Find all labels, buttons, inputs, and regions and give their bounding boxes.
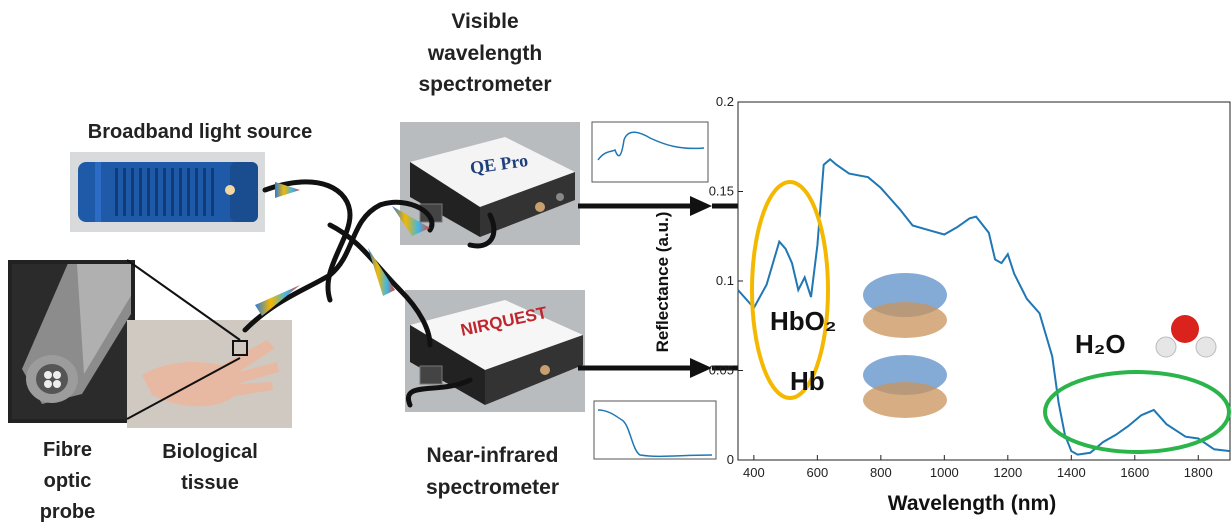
light-source-photo [70, 152, 265, 232]
hb-annotation: Hb [790, 366, 825, 396]
y-tick-label: 0.05 [709, 363, 734, 378]
chart-frame [737, 101, 1231, 461]
probe-label: Fibre optic probe [39, 439, 96, 523]
y-tick-label: 0.2 [716, 94, 734, 109]
tissue-label: Biological tissue [162, 441, 258, 494]
h2o-annotation: H₂O [1075, 329, 1126, 359]
x-axis-label: Wavelength (nm) [888, 492, 1056, 515]
x-tick-label: 600 [807, 465, 829, 480]
fiber-visible-out [467, 212, 497, 249]
light-source-device [78, 162, 258, 222]
visible-spectrometer-label: Visible wavelength spectrometer [418, 10, 552, 96]
signal-arrows [578, 196, 738, 378]
nir-inset-spectrum [593, 400, 717, 460]
zoom-line-top [126, 259, 241, 341]
probe-closeup-photo [8, 260, 135, 423]
hbo2-annotation: HbO₂ [770, 306, 836, 336]
visible-spectrometer-photo: QE Pro [400, 122, 580, 245]
x-tick-label: 1400 [1057, 465, 1086, 480]
x-tick-label: 1800 [1184, 465, 1213, 480]
y-tick-label: 0 [727, 452, 734, 467]
nir-spectrometer-photo: NIRQUEST [405, 290, 585, 412]
light-source-label: Broadband light source [87, 121, 313, 143]
x-tick-label: 1600 [1120, 465, 1149, 480]
x-tick-label: 800 [870, 465, 892, 480]
x-tick-label: 1000 [930, 465, 959, 480]
y-tick-label: 0.15 [709, 184, 734, 199]
zoom-line-bottom [126, 357, 241, 420]
spectrum-line [737, 157, 1231, 456]
y-tick-label: 0.1 [716, 273, 734, 288]
reflectance-chart: 400 600 800 1000 1200 1400 1600 1800 0 0.05 0.1 0.… [709, 94, 1231, 480]
water-ellipse [1043, 370, 1231, 454]
rainbow-arrows [255, 182, 430, 316]
x-tick-label: 400 [743, 465, 765, 480]
water-molecule-icon [1155, 315, 1217, 358]
fiber-nir [327, 222, 433, 348]
x-tick-label: 1200 [993, 465, 1022, 480]
fiber-source [262, 179, 353, 303]
hemoglobin-structure-icon [863, 273, 947, 418]
y-axis-label: Reflectance (a.u.) [653, 212, 672, 353]
hemoglobin-ellipse [750, 180, 830, 400]
nir-spectrometer-label: Near-infrared spectrometer [425, 444, 560, 499]
fiber-nir-out [405, 377, 473, 408]
visible-inset-spectrum [591, 121, 709, 183]
